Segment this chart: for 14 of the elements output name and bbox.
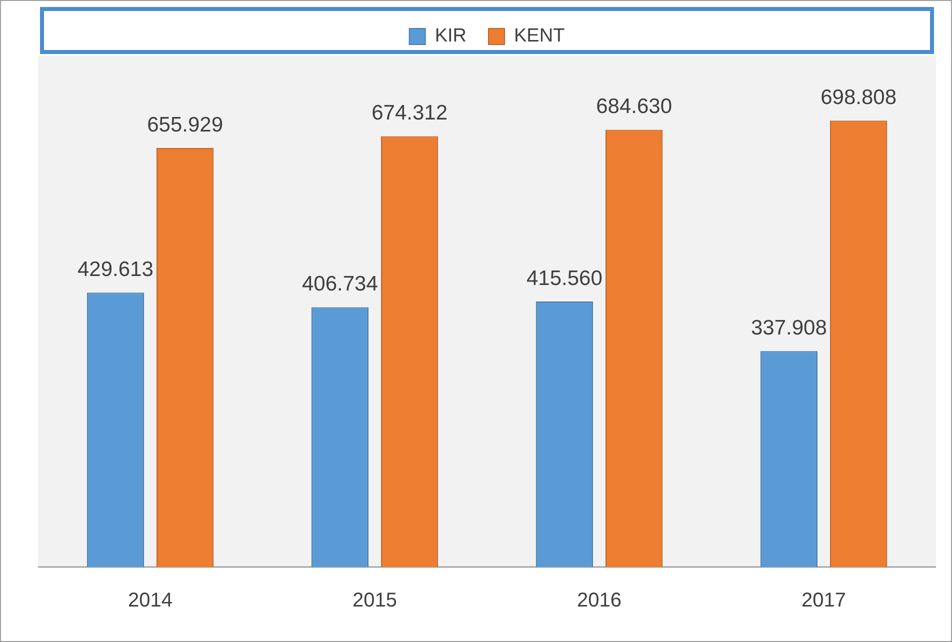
legend-label: KENT xyxy=(514,26,566,47)
x-tick-label: 2016 xyxy=(577,590,622,612)
data-label: 429.613 xyxy=(77,258,154,281)
data-label: 674.312 xyxy=(372,102,448,125)
x-tick-label: 2014 xyxy=(128,590,172,612)
x-tick-label: 2017 xyxy=(802,590,846,612)
data-label: 337.908 xyxy=(750,316,827,340)
data-label: 655.929 xyxy=(147,113,224,136)
data-label: 415.560 xyxy=(526,266,602,290)
legend-label: KIR xyxy=(434,26,467,47)
x-tick-label: 2015 xyxy=(352,590,397,612)
data-label: 406.734 xyxy=(302,272,378,296)
data-label: 684.630 xyxy=(596,94,672,118)
data-label: 698.808 xyxy=(820,86,897,109)
